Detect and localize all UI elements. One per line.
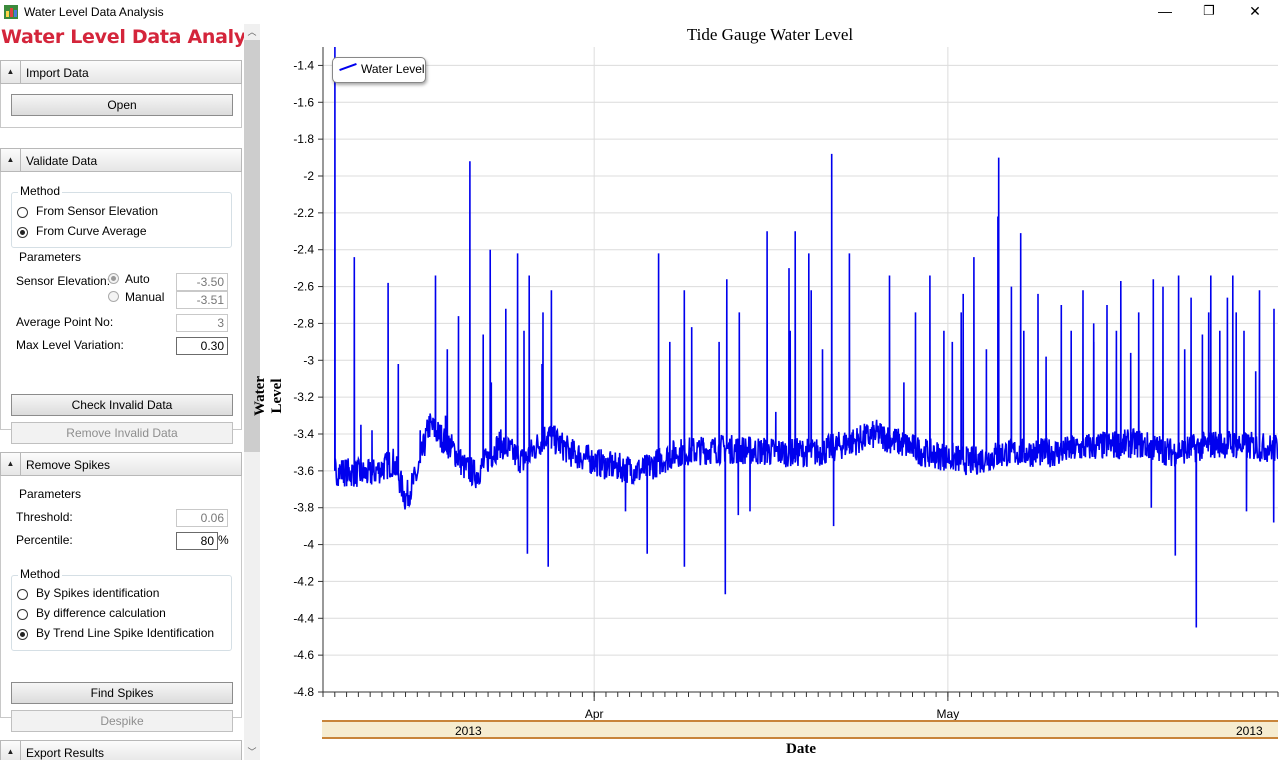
legend-entry: Water Level (361, 62, 425, 76)
spikes-method-group: Method By Spikes identification By diffe… (11, 567, 232, 651)
y-tick-label: -1.6 (293, 95, 314, 109)
group-title: Parameters (17, 487, 84, 501)
validate-data-panel: Method From Sensor Elevation From Curve … (0, 172, 242, 444)
water-level-series-line (334, 47, 1278, 628)
y-tick-label: -3.4 (293, 427, 314, 441)
percentile-label: Percentile: (16, 533, 73, 547)
from-sensor-elevation-radio[interactable] (17, 207, 28, 218)
y-tick-label: -2.4 (293, 243, 314, 257)
y-tick-label: -4.6 (293, 648, 314, 662)
y-tick-label: -1.4 (293, 58, 314, 72)
group-title: Method (18, 567, 63, 581)
remove-spikes-panel: Parameters Threshold: 0.06 Percentile: 8… (0, 476, 242, 732)
percent-sign: % (218, 533, 229, 547)
year-label: 2013 (455, 724, 482, 738)
window-titlebar: Water Level Data Analysis — ❐ ✕ (0, 0, 1286, 24)
chart-legend: Water Level (332, 57, 426, 83)
x-tick-label: Apr (585, 707, 604, 721)
close-button[interactable]: ✕ (1249, 3, 1261, 19)
app-icon (4, 5, 18, 19)
collapse-arrow-icon[interactable]: ▲ (1, 149, 21, 171)
import-data-panel: Open (0, 84, 242, 128)
max-level-variation-label: Max Level Variation: (16, 338, 124, 352)
y-tick-label: -3.2 (293, 390, 314, 404)
sidebar-scroll-thumb[interactable] (244, 40, 260, 452)
collapse-arrow-icon[interactable]: ▲ (1, 453, 21, 475)
from-curve-average-radio[interactable] (17, 227, 28, 238)
max-level-variation-field[interactable]: 0.30 (176, 337, 228, 355)
app-heading: Water Level Data Analysis (1, 26, 244, 48)
average-point-label: Average Point No: (16, 315, 114, 329)
y-tick-label: -3.8 (293, 501, 314, 515)
chart-title: Tide Gauge Water Level (686, 25, 854, 44)
auto-label[interactable]: Auto (125, 272, 150, 286)
auto-radio[interactable] (108, 273, 119, 284)
collapse-arrow-icon[interactable]: ▲ (1, 741, 21, 760)
minimize-button[interactable]: — (1158, 3, 1172, 19)
validate-data-header: Validate Data (26, 154, 98, 168)
year-label: 2013 (1236, 724, 1263, 738)
remove-spikes-expander[interactable]: ▲ Remove Spikes (0, 452, 242, 476)
y-tick-label: -2.6 (293, 280, 314, 294)
y-tick-label: -4.8 (293, 685, 314, 699)
scroll-down-icon[interactable]: ﹀ (247, 747, 257, 757)
water-level-chart[interactable]: -1.4 -1.6 -1.8 -2 -2.2 -2.4 -2.6 -2.8 -3 -3.2 -3.4… (260, 24, 1286, 724)
manual-elevation-field[interactable]: -3.51 (176, 291, 228, 309)
from-sensor-elevation-label[interactable]: From Sensor Elevation (36, 204, 159, 218)
by-trend-line-radio[interactable] (17, 629, 28, 640)
by-spikes-identification-label[interactable]: By Spikes identification (36, 586, 160, 600)
y-tick-label: -2.2 (293, 206, 314, 220)
auto-elevation-field[interactable]: -3.50 (176, 273, 228, 291)
open-button[interactable]: Open (11, 94, 233, 116)
manual-label[interactable]: Manual (125, 290, 165, 304)
export-results-header: Export Results (26, 746, 105, 760)
remove-invalid-data-button[interactable]: Remove Invalid Data (11, 422, 233, 444)
average-point-field[interactable]: 3 (176, 314, 228, 332)
by-difference-calculation-radio[interactable] (17, 609, 28, 620)
group-title: Method (18, 184, 63, 198)
percentile-field[interactable]: 80 (176, 532, 218, 550)
manual-radio[interactable] (108, 291, 119, 302)
despike-button[interactable]: Despike (11, 710, 233, 732)
export-results-expander[interactable]: ▲ Export Results (0, 740, 242, 760)
y-tick-label: -4 (303, 538, 314, 552)
control-panel: Water Level Data Analysis ▲ Import Data … (0, 24, 244, 760)
y-tick-label: -3 (303, 353, 314, 367)
remove-spikes-header: Remove Spikes (26, 458, 111, 472)
find-spikes-button[interactable]: Find Spikes (11, 682, 233, 704)
y-tick-label: -4.4 (293, 611, 314, 625)
group-title: Parameters (17, 250, 84, 264)
time-range-scrollbar[interactable]: 2013 2013 (322, 720, 1278, 739)
restore-button[interactable]: ❐ (1203, 3, 1215, 18)
check-invalid-data-button[interactable]: Check Invalid Data (11, 394, 233, 416)
threshold-label: Threshold: (16, 510, 73, 524)
by-spikes-identification-radio[interactable] (17, 589, 28, 600)
spikes-parameters-group: Parameters Threshold: 0.06 Percentile: 8… (1, 487, 241, 550)
from-curve-average-label[interactable]: From Curve Average (36, 224, 147, 238)
legend-line-icon (339, 62, 357, 72)
validate-parameters-group: Parameters Sensor Elevation: Auto -3.50 … (1, 250, 241, 383)
threshold-field[interactable]: 0.06 (176, 509, 228, 527)
sensor-elevation-label: Sensor Elevation: (16, 274, 111, 288)
scroll-up-icon[interactable]: ︿ (247, 27, 257, 37)
validate-data-expander[interactable]: ▲ Validate Data (0, 148, 242, 172)
import-data-expander[interactable]: ▲ Import Data (0, 60, 242, 84)
import-data-header: Import Data (26, 66, 89, 80)
collapse-arrow-icon[interactable]: ▲ (1, 61, 21, 83)
validate-method-group: Method From Sensor Elevation From Curve … (11, 184, 232, 248)
window-title: Water Level Data Analysis (24, 5, 164, 19)
x-tick-label: May (937, 707, 960, 721)
y-tick-label: -2.8 (293, 316, 314, 330)
by-trend-line-label[interactable]: By Trend Line Spike Identification (36, 626, 215, 640)
y-tick-label: -4.2 (293, 574, 314, 588)
chart-panel: Tide Gauge Water Level Water Level -1.4-… (252, 24, 1286, 760)
y-tick-label: -3.6 (293, 464, 314, 478)
x-axis-label: Date (786, 741, 816, 757)
by-difference-calculation-label[interactable]: By difference calculation (36, 606, 166, 620)
y-tick-label: -2 (303, 169, 314, 183)
y-tick-label: -1.8 (293, 132, 314, 146)
